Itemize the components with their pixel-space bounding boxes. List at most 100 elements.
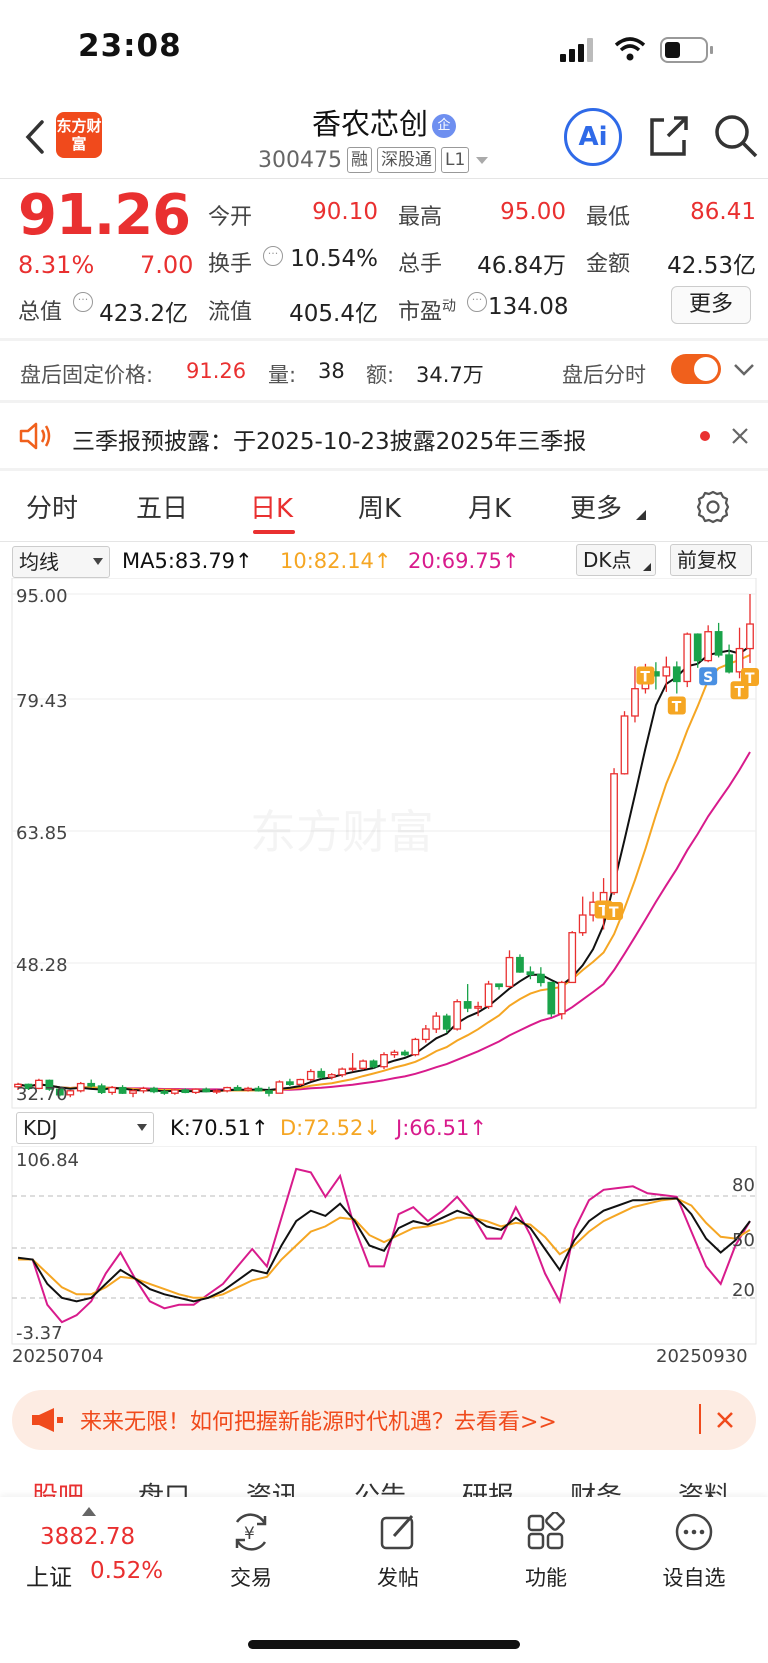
x-start-date: 20250704 (12, 1346, 104, 1367)
gear-icon[interactable] (696, 490, 730, 524)
chart-frame (11, 578, 757, 1109)
index-name[interactable]: 上证 (26, 1565, 72, 1591)
chevron-down-icon[interactable] (732, 360, 756, 378)
candle (474, 1001, 483, 1017)
y-tick-label: 48.28 (16, 955, 68, 976)
kdj-chart[interactable]: 106.84 -3.37 80 50 20 (0, 1146, 768, 1346)
grid-apps-icon[interactable] (526, 1512, 566, 1552)
ma20-legend: 20:69.75↑ (408, 549, 520, 573)
corner-triangle-icon (636, 510, 646, 520)
candle (191, 1088, 200, 1094)
candle (421, 1024, 430, 1043)
close-icon[interactable] (715, 1410, 735, 1430)
candle (693, 633, 702, 668)
active-tab-indicator (253, 530, 295, 534)
trade-yuan-icon[interactable]: ¥ (229, 1512, 273, 1552)
candle (108, 1085, 117, 1095)
nav-function-label[interactable]: 功能 (525, 1566, 567, 1590)
tab-five-day[interactable]: 五日 (136, 494, 189, 524)
label-total-value: 总值 (18, 300, 63, 325)
subtab-pankou[interactable]: 盘口 (138, 1482, 191, 1498)
index-value[interactable]: 3882.78 (40, 1524, 136, 1550)
promo-banner[interactable] (12, 1390, 756, 1450)
indicator-select[interactable]: 均线 (12, 546, 110, 578)
info-dots-icon[interactable]: ··· (263, 246, 283, 266)
unread-dot (700, 431, 710, 441)
share-icon[interactable] (646, 112, 690, 160)
tab-more[interactable]: 更多 (570, 494, 623, 524)
notice-text[interactable]: 三季报预披露：于2025-10-23披露2025年三季报 (72, 429, 587, 455)
candle (380, 1052, 388, 1070)
adjust-button[interactable]: 前复权 (670, 544, 752, 576)
candle (87, 1079, 96, 1088)
tab-monthly-k[interactable]: 月K (468, 494, 512, 524)
edit-post-icon[interactable] (378, 1512, 418, 1552)
promo-text[interactable]: 来来无限！如何把握新能源时代机遇？去看看>> (80, 1410, 557, 1435)
candle (620, 711, 629, 775)
candle (202, 1087, 211, 1093)
candle (672, 661, 681, 694)
stock-meta[interactable]: 300475 融 深股通 L1 (258, 147, 490, 173)
close-icon[interactable] (730, 426, 750, 446)
nav-watchlist-label[interactable]: 设自选 (662, 1566, 726, 1590)
ma20-line (17, 751, 751, 1092)
subtab-finance[interactable]: 财务 (570, 1482, 623, 1498)
subtab-profile[interactable]: 资料 (678, 1482, 731, 1498)
subtab-guba[interactable]: 股吧 (32, 1482, 85, 1498)
candle (296, 1078, 305, 1086)
candle (170, 1089, 179, 1095)
kdj-d-legend: D:72.52↓ (280, 1116, 381, 1140)
candles (14, 594, 754, 1098)
candle (129, 1089, 137, 1098)
sub-tabs: 股吧 盘口 资讯 公告 研报 财务 资料 (0, 1476, 768, 1498)
dropdown-triangle-icon (476, 157, 489, 164)
nav-post-label[interactable]: 发帖 (377, 1566, 419, 1590)
candle (348, 1053, 357, 1072)
kdj-lines (17, 1167, 751, 1324)
kdj-k-line (17, 1197, 751, 1303)
tab-intraday[interactable]: 分时 (26, 494, 79, 524)
index-change[interactable]: 0.52% (90, 1558, 164, 1584)
candle (557, 980, 566, 1020)
candle (97, 1083, 106, 1094)
tab-weekly-k[interactable]: 周K (358, 494, 402, 524)
candle (181, 1088, 190, 1094)
label-pe: 市盈动 (398, 294, 456, 326)
subtab-announcement[interactable]: 公告 (354, 1482, 407, 1498)
info-dots-icon[interactable]: ··· (467, 292, 487, 312)
candle (453, 999, 462, 1031)
nav-trade-label[interactable]: 交易 (230, 1566, 272, 1590)
subtab-research[interactable]: 研报 (462, 1482, 515, 1498)
more-quote-button[interactable]: 更多 (671, 286, 751, 324)
label-open: 今开 (208, 205, 253, 230)
value-turnover: 10.54% (290, 246, 378, 272)
trade-marker: T (741, 668, 759, 687)
ma5-line (17, 645, 751, 1093)
watermark: 东方财富 (250, 805, 434, 859)
more-dots-icon[interactable] (674, 1512, 714, 1552)
dropdown-triangle-icon (93, 558, 103, 565)
back-button[interactable] (18, 112, 54, 162)
candle (536, 967, 545, 987)
megaphone-icon (32, 1408, 63, 1432)
label-turnover: 换手 (208, 252, 253, 277)
stock-name: 香农芯创企 (0, 101, 768, 143)
after-hours-toggle[interactable] (671, 354, 721, 384)
candle (118, 1085, 127, 1094)
svg-text:S: S (703, 670, 713, 686)
kdj-d-line (18, 1197, 751, 1299)
subtab-news[interactable]: 资讯 (246, 1482, 299, 1498)
candle (212, 1089, 221, 1094)
kdj-y-tick: -3.37 (16, 1323, 63, 1344)
candle (683, 632, 692, 688)
tab-daily-k[interactable]: 日K (250, 494, 294, 524)
candle (223, 1086, 232, 1093)
info-dots-icon[interactable]: ··· (73, 292, 93, 312)
dk-point-button[interactable]: DK点 (576, 544, 656, 576)
ai-button[interactable]: Ai (564, 108, 622, 166)
value-total-value: 423.2亿 (99, 301, 188, 327)
kdj-select[interactable]: KDJ (16, 1112, 154, 1144)
search-icon[interactable] (712, 112, 760, 160)
stock-code: 300475 (258, 147, 342, 173)
